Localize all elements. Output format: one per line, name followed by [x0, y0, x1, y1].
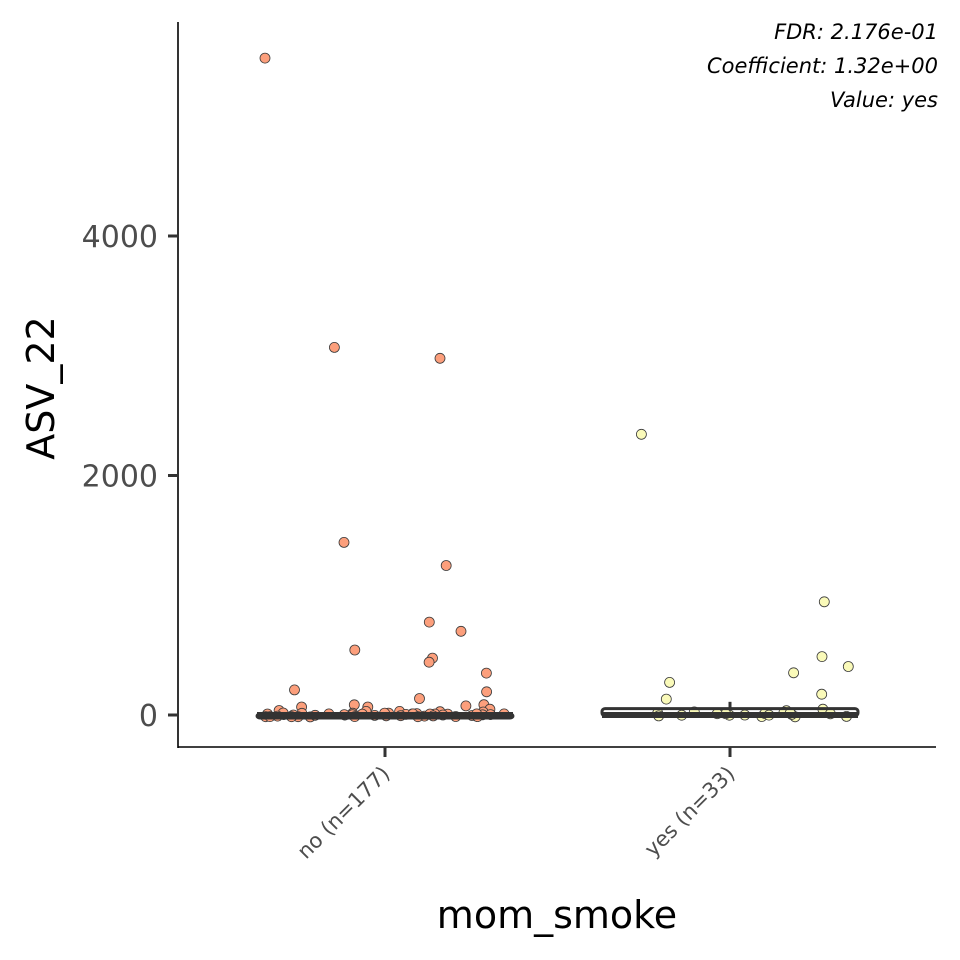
data-point-1-6 [816, 688, 828, 700]
data-point-0-7 [349, 644, 361, 656]
x-axis-ticks: no (n=177) yes (n=33) [293, 747, 740, 864]
data-point-0-10 [480, 667, 492, 679]
y-tick-label-0: 0 [139, 699, 158, 734]
data-point-0-2 [434, 352, 446, 364]
data-point-0-11 [289, 684, 300, 696]
data-point-1-7 [660, 693, 672, 705]
data-point-0-3 [338, 537, 350, 548]
y-axis-ticks: 0 2000 4000 [82, 220, 178, 734]
data-point-0-6 [455, 625, 467, 637]
data-point-1-4 [788, 667, 799, 679]
data-point-0-16 [460, 700, 472, 712]
y-axis-title: ASV_22 [19, 316, 63, 459]
data-point-1-5 [664, 677, 675, 688]
data-point-0-1 [328, 341, 340, 353]
data-point-1-2 [816, 651, 828, 662]
data-point-1-3 [842, 661, 854, 672]
x-tick-label-0: no (n=177) [293, 762, 395, 864]
annotation-value: Value: yes [830, 88, 938, 112]
data-point-0-13 [414, 693, 425, 704]
data-point-1-0 [636, 428, 647, 440]
y-tick-label-2000: 2000 [82, 460, 158, 495]
data-point-1-1 [818, 596, 830, 608]
data-point-0-0 [259, 52, 271, 64]
annotation-coefficient: Coefficient: 1.32e+00 [707, 54, 938, 78]
annotation-fdr: FDR: 2.176e-01 [774, 20, 938, 44]
data-point-0-4 [440, 560, 452, 571]
x-axis-title: mom_smoke [437, 893, 677, 937]
plot-boxes [255, 701, 860, 720]
plot-points [259, 52, 854, 723]
x-tick-label-1: yes (n=33) [640, 762, 740, 862]
data-point-0-9 [423, 656, 435, 668]
data-point-0-12 [481, 686, 493, 698]
data-point-0-5 [423, 616, 435, 628]
y-tick-label-4000: 4000 [82, 220, 158, 255]
